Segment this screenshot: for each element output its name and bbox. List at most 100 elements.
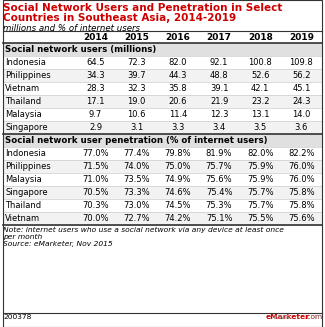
Text: 75.0%: 75.0% <box>165 162 191 171</box>
Text: 12.3: 12.3 <box>210 110 228 119</box>
Text: 75.6%: 75.6% <box>206 175 232 184</box>
Text: 39.1: 39.1 <box>210 84 228 93</box>
Text: Philippines: Philippines <box>5 71 51 80</box>
Text: 64.5: 64.5 <box>86 58 105 67</box>
Text: 73.5%: 73.5% <box>124 175 150 184</box>
Text: 200378: 200378 <box>3 314 32 320</box>
Text: 100.8: 100.8 <box>248 58 272 67</box>
Text: 9.7: 9.7 <box>89 110 102 119</box>
Text: Social network users (millions): Social network users (millions) <box>5 45 156 54</box>
Text: 70.5%: 70.5% <box>82 188 109 197</box>
Text: 11.4: 11.4 <box>169 110 187 119</box>
Text: 39.7: 39.7 <box>127 71 146 80</box>
Text: 76.0%: 76.0% <box>288 175 315 184</box>
Text: Indonesia: Indonesia <box>5 58 46 67</box>
Text: 75.8%: 75.8% <box>288 188 315 197</box>
Text: 82.2%: 82.2% <box>288 149 315 158</box>
Text: 2018: 2018 <box>248 32 273 42</box>
Text: 56.2: 56.2 <box>292 71 311 80</box>
Text: 92.1: 92.1 <box>210 58 228 67</box>
Text: Thailand: Thailand <box>5 97 41 106</box>
Text: 71.0%: 71.0% <box>82 175 109 184</box>
Text: 35.8: 35.8 <box>169 84 187 93</box>
Text: millions and % of internet users: millions and % of internet users <box>3 24 140 33</box>
Text: 32.3: 32.3 <box>127 84 146 93</box>
Text: 75.9%: 75.9% <box>247 175 274 184</box>
Text: .com: .com <box>304 314 322 320</box>
Text: 75.3%: 75.3% <box>206 201 232 210</box>
Text: 2016: 2016 <box>165 32 190 42</box>
Text: 34.3: 34.3 <box>86 71 105 80</box>
Bar <box>3 199 322 212</box>
Text: 77.4%: 77.4% <box>124 149 150 158</box>
Text: 70.0%: 70.0% <box>82 214 109 223</box>
Bar <box>3 56 322 69</box>
Text: .com: .com <box>304 314 322 320</box>
Text: 2015: 2015 <box>124 32 149 42</box>
Bar <box>3 134 322 147</box>
Bar <box>3 121 322 134</box>
Text: Philippines: Philippines <box>5 162 51 171</box>
Text: 28.3: 28.3 <box>86 84 105 93</box>
Bar <box>3 108 322 121</box>
Text: www.: www. <box>273 314 293 320</box>
Text: 73.0%: 73.0% <box>124 201 150 210</box>
Text: 75.7%: 75.7% <box>247 201 274 210</box>
Text: Vietnam: Vietnam <box>5 84 40 93</box>
Text: 20.6: 20.6 <box>169 97 187 106</box>
Text: 74.0%: 74.0% <box>124 162 150 171</box>
Text: Thailand: Thailand <box>5 201 41 210</box>
Text: Singapore: Singapore <box>5 123 48 132</box>
Text: 70.3%: 70.3% <box>82 201 109 210</box>
Text: Singapore: Singapore <box>5 188 48 197</box>
Text: 3.6: 3.6 <box>295 123 308 132</box>
Bar <box>3 173 322 186</box>
Text: 75.7%: 75.7% <box>247 188 274 197</box>
Text: 3.3: 3.3 <box>171 123 185 132</box>
Text: Social network user penetration (% of internet users): Social network user penetration (% of in… <box>5 136 267 145</box>
Text: Indonesia: Indonesia <box>5 149 46 158</box>
Text: 75.9%: 75.9% <box>247 162 274 171</box>
Text: 48.8: 48.8 <box>210 71 228 80</box>
Bar <box>3 43 322 56</box>
Bar <box>3 69 322 82</box>
Text: 3.5: 3.5 <box>254 123 267 132</box>
Text: 74.6%: 74.6% <box>164 188 191 197</box>
Text: Note: internet users who use a social network via any device at least once: Note: internet users who use a social ne… <box>3 227 284 233</box>
Text: 3.1: 3.1 <box>130 123 143 132</box>
Text: 17.1: 17.1 <box>86 97 105 106</box>
Bar <box>3 147 322 160</box>
Text: 52.6: 52.6 <box>251 71 269 80</box>
Bar <box>3 186 322 199</box>
Text: 14.0: 14.0 <box>292 110 311 119</box>
Bar <box>3 160 322 173</box>
Text: 2019: 2019 <box>289 32 314 42</box>
Text: 75.8%: 75.8% <box>288 201 315 210</box>
Text: 3.4: 3.4 <box>213 123 226 132</box>
Text: Source: eMarketer, Nov 2015: Source: eMarketer, Nov 2015 <box>3 241 113 247</box>
Text: 82.0%: 82.0% <box>247 149 274 158</box>
Text: 21.9: 21.9 <box>210 97 228 106</box>
Text: 81.9%: 81.9% <box>206 149 232 158</box>
Text: 23.2: 23.2 <box>251 97 269 106</box>
Text: 109.8: 109.8 <box>290 58 313 67</box>
Bar <box>3 95 322 108</box>
Text: 2014: 2014 <box>83 32 108 42</box>
Text: eMarketer: eMarketer <box>265 314 309 320</box>
Text: per month: per month <box>3 234 42 240</box>
Text: 74.9%: 74.9% <box>165 175 191 184</box>
Text: 2.9: 2.9 <box>89 123 102 132</box>
Text: 44.3: 44.3 <box>169 71 187 80</box>
Text: 75.5%: 75.5% <box>247 214 274 223</box>
Text: 76.0%: 76.0% <box>288 162 315 171</box>
Text: 72.7%: 72.7% <box>124 214 150 223</box>
Text: 2017: 2017 <box>207 32 232 42</box>
Text: 24.3: 24.3 <box>292 97 311 106</box>
Text: 71.5%: 71.5% <box>82 162 109 171</box>
Text: Malaysia: Malaysia <box>5 175 42 184</box>
Text: 73.3%: 73.3% <box>124 188 150 197</box>
Bar <box>3 31 322 43</box>
Text: 75.7%: 75.7% <box>206 162 232 171</box>
Text: 75.1%: 75.1% <box>206 214 232 223</box>
Text: 13.1: 13.1 <box>251 110 269 119</box>
